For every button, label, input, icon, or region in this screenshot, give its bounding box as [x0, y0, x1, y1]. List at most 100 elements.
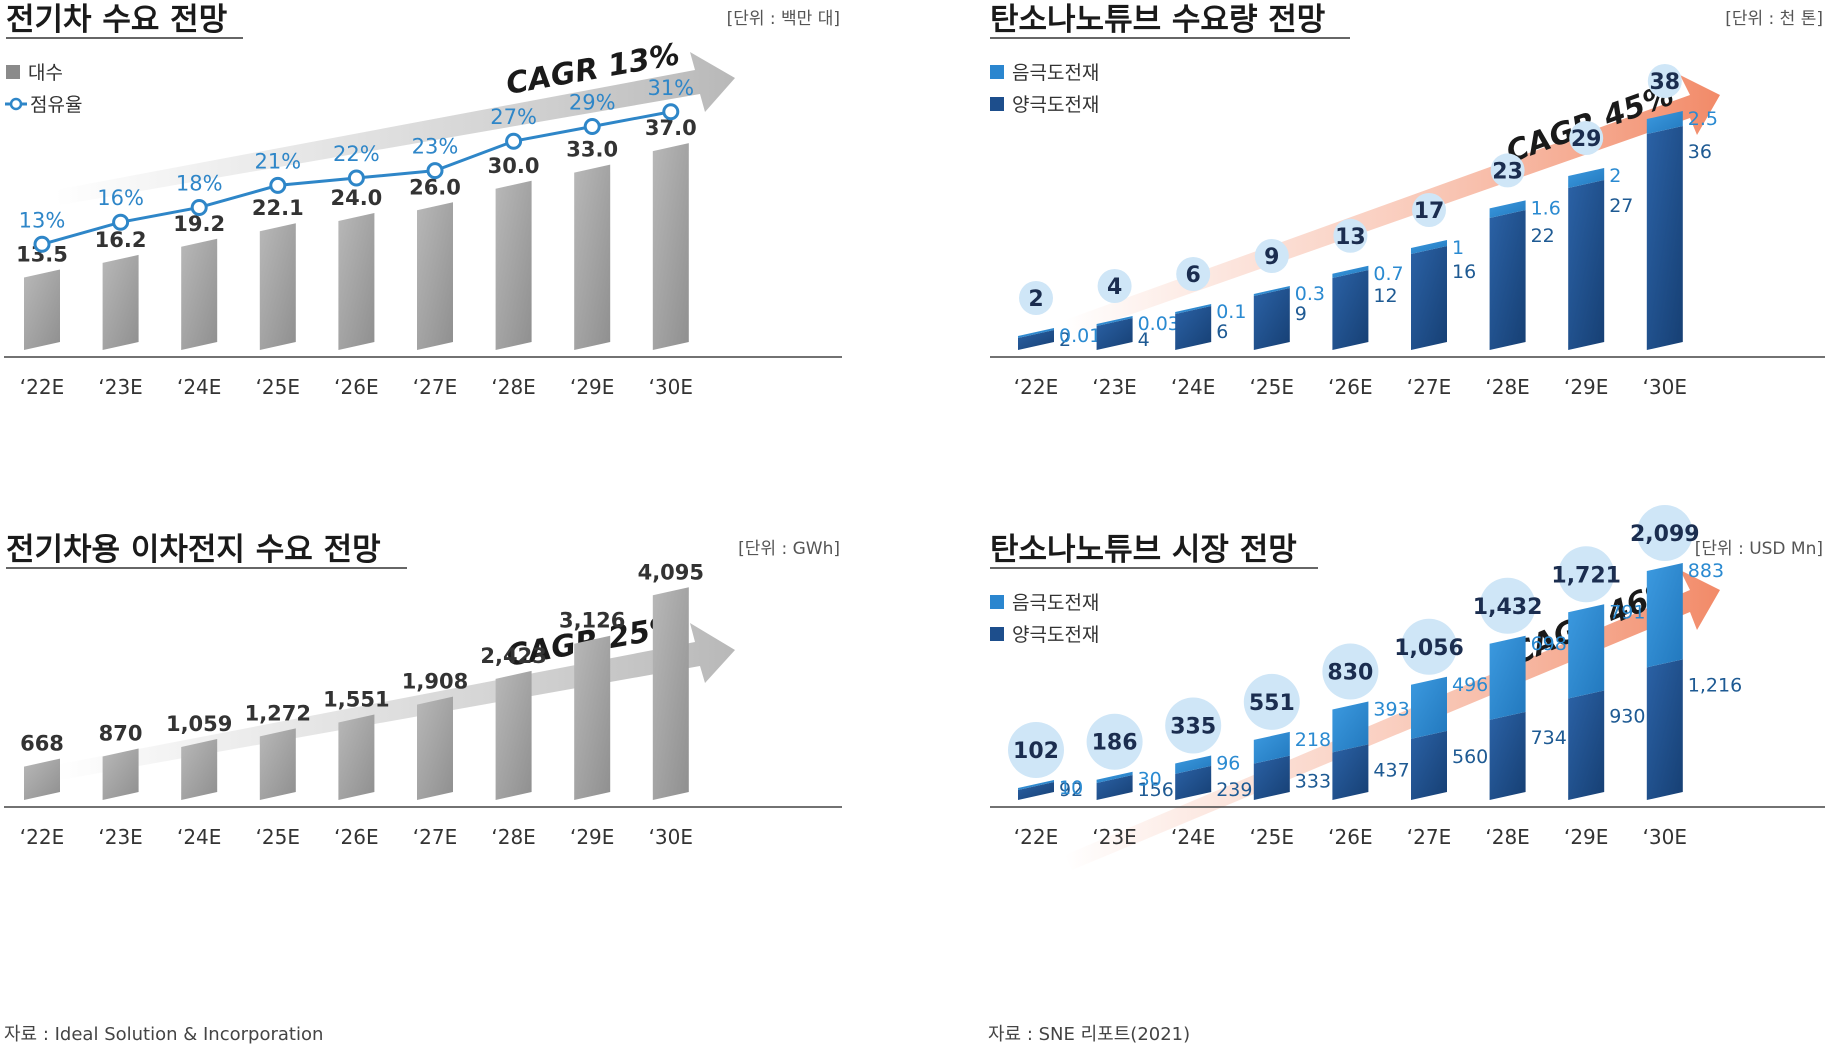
cnt_demand-bar-anode	[1096, 316, 1133, 326]
cnt_market-tick-label: ‘23E	[1092, 825, 1136, 849]
cnt_demand-bar-anode	[1411, 240, 1447, 254]
ev_demand-tick-label: ‘25E	[256, 375, 300, 399]
cnt-demand-legend-cathode: 양극도전재	[1012, 94, 1099, 116]
cnt_demand-anode-label: 0.7	[1373, 263, 1403, 285]
ev_demand-bar	[574, 164, 611, 350]
ev_demand-bar	[102, 254, 139, 350]
cnt_market-total-bubble	[1165, 697, 1222, 754]
ev_demand-share-label: 31%	[647, 76, 694, 100]
cnt_demand-bar-anode	[1332, 265, 1369, 278]
cnt_demand-cathode-label: 9	[1295, 303, 1307, 325]
cnt_demand-cathode-label: 16	[1452, 261, 1476, 283]
ev_demand-bar	[652, 143, 689, 350]
cnt_market-total-bubble	[1401, 618, 1457, 675]
cnt-market-legend-anode: 음극도전재	[1012, 592, 1099, 614]
ev_demand-bar-label: 16.2	[95, 228, 147, 252]
battery_demand-bar-label: 870	[99, 722, 143, 746]
ev_demand-share-label: 27%	[490, 105, 537, 129]
battery_demand-bar	[652, 587, 689, 800]
battery_demand-bar	[259, 728, 296, 800]
cnt_demand-bar-anode	[1253, 286, 1290, 296]
cnt_demand-cathode-label: 27	[1609, 195, 1633, 217]
ev_demand-bar-label: 26.0	[409, 175, 461, 199]
cnt_market-bar-cathode	[1646, 659, 1683, 800]
cagr-arrow-2	[1065, 75, 1720, 335]
battery_demand-tick-label: ‘28E	[491, 825, 535, 849]
cnt_market-total-label: 2,099	[1630, 522, 1700, 547]
legend-share-marker	[9, 97, 23, 111]
cnt_demand-tick-label: ‘26E	[1328, 375, 1372, 399]
cnt_market-total-label: 830	[1327, 660, 1373, 685]
battery_demand-bar-label: 2,423	[480, 644, 546, 668]
ev_demand-tick-label: ‘24E	[177, 375, 221, 399]
cnt_market-tick-label: ‘30E	[1643, 825, 1687, 849]
cnt_demand-total-label: 9	[1264, 245, 1279, 270]
chart-marks: ‘22E ‘23E ‘24E ‘25E ‘26E ‘27E ‘28E ‘29E ‘30E13.5…	[4, 64, 1825, 849]
battery_demand-bar-label: 1,551	[323, 687, 389, 711]
cnt_demand-total-bubble	[1333, 218, 1368, 253]
cnt_market-total-bubble	[1558, 546, 1615, 603]
ev_demand-bar	[259, 223, 296, 350]
ev_demand-share-point	[347, 169, 365, 187]
cnt_market-bar-cathode	[1489, 711, 1526, 800]
battery_demand-tick-label: ‘29E	[570, 825, 614, 849]
cnt_demand-tick-label: ‘29E	[1564, 375, 1608, 399]
cnt_demand-tick-label: ‘27E	[1407, 375, 1451, 399]
battery_demand-tick-label: ‘22E	[20, 825, 64, 849]
cnt_market-cathode-label: 239	[1216, 779, 1252, 801]
ev_demand-tick-label: ‘28E	[491, 375, 535, 399]
ev_demand-share-point	[583, 117, 601, 135]
ev_demand-bar	[338, 213, 375, 350]
ev_demand-tick-label: ‘23E	[98, 375, 142, 399]
cnt_market-bar-cathode	[1253, 755, 1290, 800]
cnt_demand-total-bubble	[1569, 121, 1604, 155]
cnt_market-bar-cathode	[1096, 774, 1133, 800]
cnt_demand-total-label: 17	[1414, 199, 1445, 224]
cnt_demand-cathode-label: 2	[1059, 329, 1071, 351]
cnt_demand-bar-cathode	[1489, 210, 1526, 350]
cnt_market-anode-label: 96	[1216, 752, 1240, 774]
ev_demand-share-label: 29%	[569, 90, 616, 114]
cnt_market-bar-anode	[1646, 563, 1683, 668]
cnt_market-cathode-label: 156	[1138, 779, 1174, 801]
legend-units-swatch	[6, 65, 20, 79]
cnt_market-anode-label: 30	[1138, 769, 1162, 791]
cnt_demand-total-bubble	[1176, 257, 1211, 291]
cnt_demand-bar-cathode	[1646, 126, 1683, 350]
ev_demand-share-label: 21%	[254, 149, 301, 173]
cnt_market-anode-label: 496	[1452, 674, 1488, 696]
battery_demand-bar	[338, 714, 375, 800]
ev_demand-share-label: 13%	[19, 208, 66, 232]
cnt-market-legend-cathode: 양극도전재	[1012, 624, 1099, 646]
cnt_demand-total-label: 4	[1107, 275, 1122, 300]
cnt_demand-total-bubble	[1647, 64, 1682, 98]
cnt_market-tick-label: ‘24E	[1171, 825, 1215, 849]
battery_demand-bar	[417, 696, 453, 800]
cnt_market-bar-anode	[1096, 771, 1133, 783]
ev-legend-share: 점유율	[30, 94, 82, 116]
cnt_demand-total-bubble	[1097, 269, 1132, 303]
cnt_market-anode-label: 883	[1688, 560, 1724, 582]
battery_demand-bar-label: 1,059	[166, 712, 232, 736]
cnt_demand-tick-label: ‘25E	[1250, 375, 1294, 399]
cnt_demand-tick-label: ‘22E	[1014, 375, 1058, 399]
cnt_demand-bar-cathode	[1411, 246, 1447, 350]
cnt_demand-tick-label: ‘28E	[1485, 375, 1529, 399]
cnt_market-total-bubble	[1636, 505, 1693, 562]
cagr-arrow-4	[1065, 570, 1720, 870]
cnt_market-bar-cathode	[1332, 744, 1369, 800]
source-left: 자료 : Ideal Solution & Incorporation	[4, 1024, 323, 1045]
ev_demand-tick-label: ‘22E	[20, 375, 64, 399]
cnt_market-bar-cathode	[1175, 765, 1212, 800]
battery_demand-tick-label: ‘24E	[177, 825, 221, 849]
cnt_market-total-bubble	[1479, 577, 1536, 634]
cnt_demand-total-label: 23	[1492, 159, 1523, 184]
cnt_demand-anode-label: 0.1	[1216, 301, 1246, 323]
cnt_market-tick-label: ‘22E	[1014, 825, 1058, 849]
cnt_market-anode-label: 393	[1373, 698, 1409, 720]
cnt_market-total-label: 186	[1092, 731, 1138, 756]
cnt_market-tick-label: ‘28E	[1485, 825, 1529, 849]
cnt_demand-anode-label: 0.01	[1059, 325, 1101, 347]
cnt_market-total-bubble	[1243, 673, 1300, 730]
